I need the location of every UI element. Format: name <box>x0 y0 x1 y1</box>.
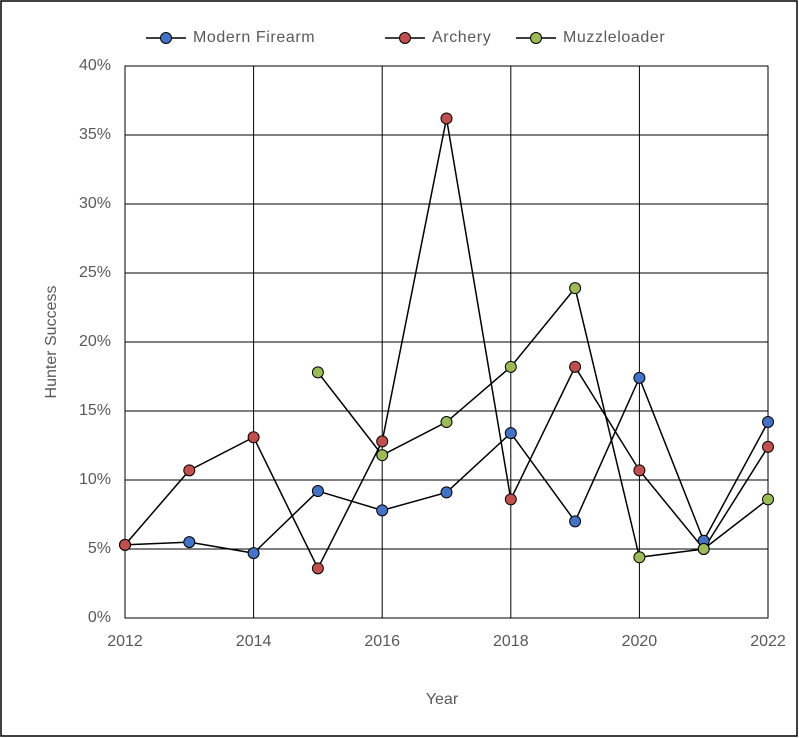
x-tick-label: 2016 <box>364 633 400 650</box>
y-tick-label: 25% <box>79 264 111 281</box>
data-point <box>633 551 646 564</box>
legend-marker <box>160 32 172 44</box>
legend-label: Muzzleloader <box>563 29 665 46</box>
y-tick-label: 20% <box>79 333 111 350</box>
x-tick-label: 2018 <box>493 633 529 650</box>
y-tick-label: 30% <box>79 195 111 212</box>
data-point <box>440 486 453 499</box>
data-point <box>311 562 324 575</box>
data-point <box>440 112 453 125</box>
data-point <box>697 543 710 555</box>
data-point <box>504 427 517 440</box>
y-tick-label: 40% <box>79 57 111 74</box>
y-axis-label: Hunter Success <box>43 286 60 399</box>
data-point <box>762 493 774 506</box>
legend-label: Archery <box>432 29 491 46</box>
data-point <box>762 416 774 429</box>
data-point <box>119 538 131 551</box>
data-point <box>311 366 324 379</box>
data-point <box>376 449 389 462</box>
y-tick-label: 0% <box>88 609 111 626</box>
plot-border <box>124 65 769 619</box>
legend-marker <box>399 32 411 44</box>
x-tick-label: 2012 <box>107 633 143 650</box>
series-line <box>317 286 769 559</box>
data-point <box>376 504 389 517</box>
x-tick-label: 2014 <box>236 633 272 650</box>
data-point <box>633 464 646 477</box>
y-tick-label: 15% <box>79 402 111 419</box>
data-point <box>183 536 196 549</box>
data-point <box>762 440 774 453</box>
data-point <box>247 547 260 560</box>
data-point <box>569 282 582 295</box>
y-tick-label: 5% <box>88 540 111 557</box>
data-point <box>440 416 453 429</box>
legend-marker <box>530 32 542 44</box>
x-tick-label: 2020 <box>622 633 658 650</box>
x-tick-label: 2022 <box>750 633 786 650</box>
data-point <box>183 464 196 477</box>
data-point <box>569 515 582 528</box>
data-point <box>633 371 646 384</box>
y-tick-label: 10% <box>79 471 111 488</box>
data-point <box>311 485 324 498</box>
data-point <box>247 431 260 444</box>
y-tick-label: 35% <box>79 126 111 143</box>
x-axis-label: Year <box>426 691 459 708</box>
legend-label: Modern Firearm <box>193 29 315 46</box>
data-point <box>504 493 517 506</box>
data-point <box>569 360 582 373</box>
data-point <box>504 360 517 373</box>
data-point <box>376 435 389 448</box>
